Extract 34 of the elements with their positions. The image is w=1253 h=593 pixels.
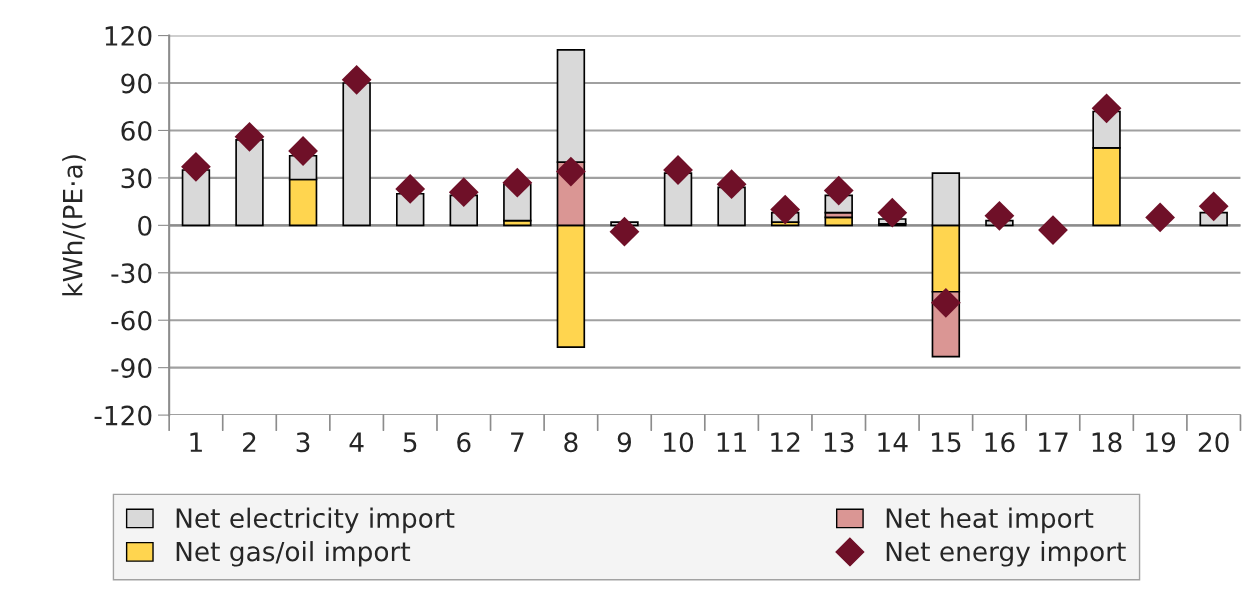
legend-label: Net electricity import: [176, 507, 455, 534]
y-axis-title: kWh/(PE·a): [62, 155, 86, 296]
x-tick-label: 5: [403, 432, 417, 453]
y-tick-label: 0: [138, 215, 152, 236]
x-tick-label: 4: [349, 432, 364, 452]
x-tick-label: 3: [296, 432, 310, 453]
x-tick-label: 13: [824, 432, 854, 453]
x-tick-label: 20: [1198, 432, 1229, 453]
y-tick-label: 60: [121, 120, 152, 141]
x-tick-label: 18: [1092, 432, 1122, 453]
x-tick-label: 15: [931, 432, 961, 453]
x-tick-label: 11: [717, 432, 746, 452]
y-tick-label: -60: [111, 310, 152, 331]
x-tick-label: 7: [511, 432, 524, 452]
x-tick-label: 2: [243, 432, 256, 452]
legend-label: Net energy import: [886, 541, 1126, 567]
x-tick-label: 6: [457, 432, 471, 453]
y-tick-label: 30: [121, 168, 152, 189]
x-tick-label: 19: [1146, 432, 1176, 453]
y-tick-label: 120: [105, 26, 152, 46]
legend-label: Net gas/oil import: [176, 541, 411, 567]
x-tick-label: 8: [564, 432, 578, 453]
y-tick-label: -120: [94, 405, 152, 426]
y-tick-label: -90: [111, 358, 152, 379]
x-tick-label: 1: [190, 432, 202, 452]
y-tick-label: -30: [111, 263, 152, 284]
x-tick-label: 16: [985, 432, 1015, 453]
x-tick-label: 9: [617, 432, 631, 453]
y-tick-label: 90: [121, 73, 152, 94]
legend-label: Net heat import: [886, 507, 1094, 534]
x-tick-label: 17: [1039, 432, 1068, 452]
x-tick-label: 10: [664, 432, 694, 453]
x-tick-label: 12: [771, 432, 800, 452]
x-tick-label: 14: [878, 432, 908, 452]
